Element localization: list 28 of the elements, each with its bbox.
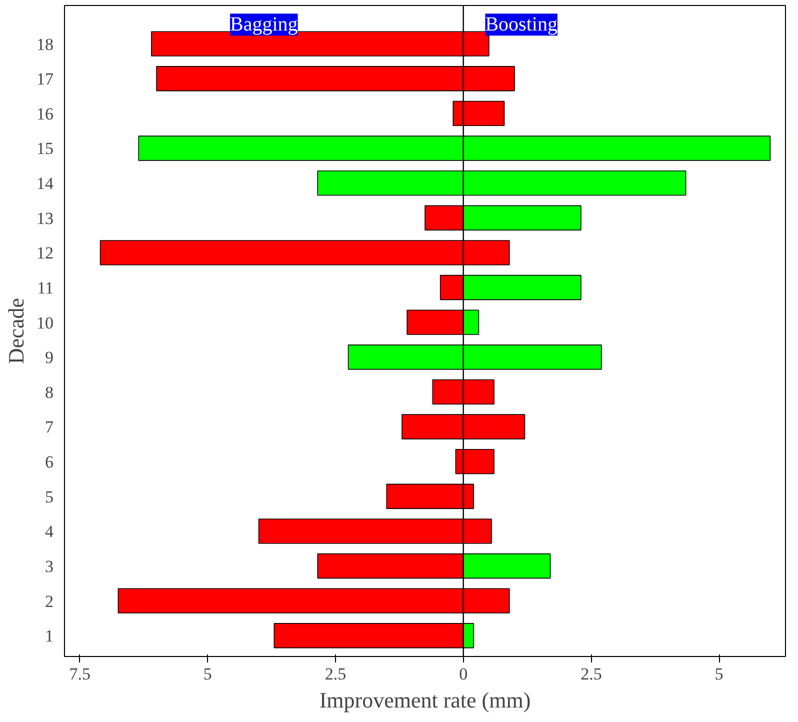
y-tick-label: 8 [45, 382, 54, 402]
x-tick-label: 5 [714, 664, 724, 684]
y-tick-label: 18 [36, 34, 54, 54]
series-label: Bagging [230, 14, 298, 36]
y-tick-label: 5 [45, 487, 54, 506]
x-axis-title: Improvement rate (mm) [319, 688, 531, 712]
y-tick-label: 2 [45, 592, 54, 611]
x-tick-label: 7.5 [69, 664, 90, 684]
y-tick-label: 15 [36, 139, 54, 158]
y-tick-label: 11 [37, 278, 54, 298]
x-tick-label: 2.5 [580, 664, 602, 684]
y-tick-label: 6 [45, 452, 54, 472]
y-tick-label: 9 [45, 348, 54, 368]
y-tick-label: 7 [45, 418, 54, 437]
y-tick-label: 1 [45, 626, 54, 646]
y-tick-label: 13 [36, 208, 54, 228]
y-tick-label: 16 [36, 104, 54, 124]
x-tick-label: 5 [203, 664, 212, 684]
y-axis-title: Decade [4, 298, 28, 364]
y-tick-label: 3 [45, 556, 54, 576]
y-tick-label: 17 [36, 70, 54, 89]
series-label: Boosting [485, 14, 558, 36]
y-tick-label: 14 [36, 174, 54, 194]
x-tick-label: 0 [459, 664, 468, 684]
y-tick-label: 4 [45, 522, 54, 542]
y-tick-label: 12 [36, 244, 54, 263]
x-tick-label: 2.5 [324, 664, 346, 684]
y-tick-label: 10 [36, 313, 54, 332]
